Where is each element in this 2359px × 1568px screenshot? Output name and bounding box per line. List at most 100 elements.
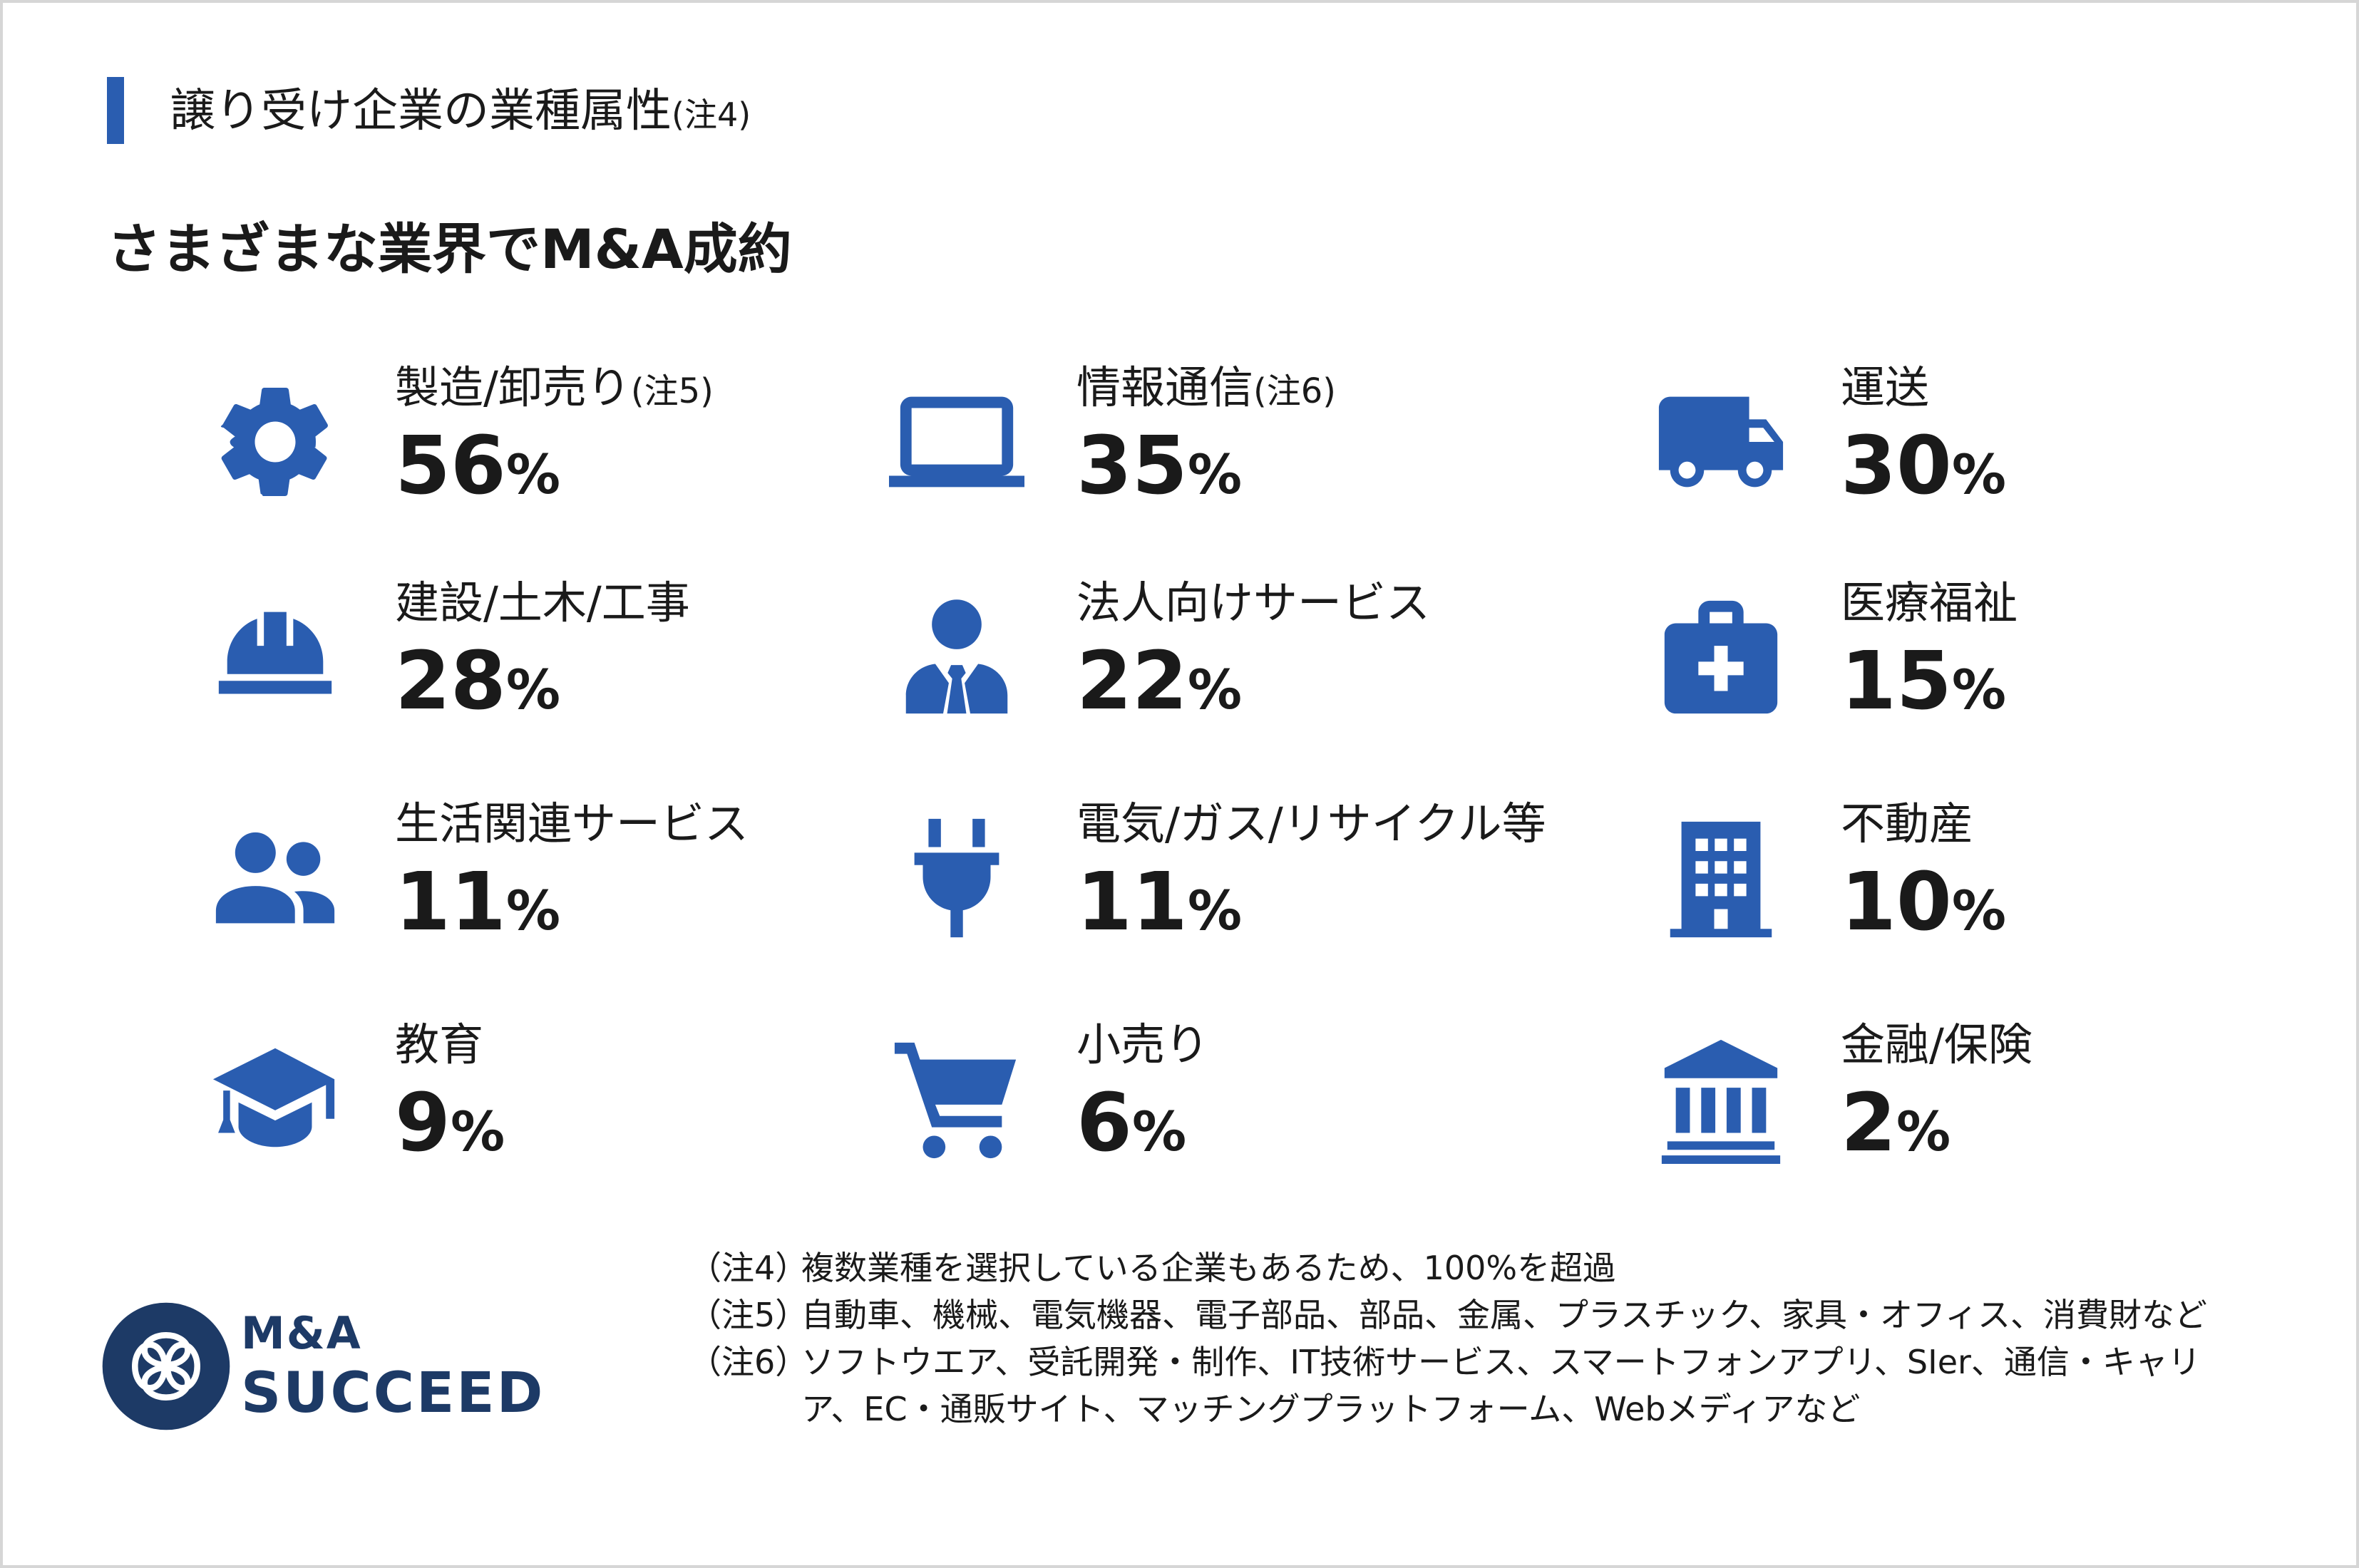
users-icon xyxy=(204,807,346,949)
industry-share: 11% xyxy=(395,855,560,958)
first-aid-kit-icon xyxy=(1650,586,1792,728)
industry-share: 6% xyxy=(1076,1076,1186,1179)
industry-label-text: 法人向けサービス xyxy=(1076,577,1431,629)
headline: さまざまな業界でM&A成約 xyxy=(107,217,792,281)
percent-sign: % xyxy=(505,443,561,506)
industry-share: 28% xyxy=(395,634,560,737)
electric-plug-icon xyxy=(885,807,1028,949)
industry-share-value: 35 xyxy=(1076,420,1188,512)
industry-label: 教育 xyxy=(395,1016,483,1077)
percent-sign: % xyxy=(1187,658,1243,721)
industry-label: 建設/土木/工事 xyxy=(395,574,690,635)
industry-share: 10% xyxy=(1841,855,2006,958)
industry-item-medical-welfare: 医療福祉 15% xyxy=(1650,574,2291,746)
company-logo: M&A SUCCEED xyxy=(98,1299,562,1434)
footnote-6: （注6） ソフトウエア、受託開発・制作、IT技術サービス、スマートフォンアプリ、… xyxy=(689,1339,2257,1433)
logo-text-bottom: SUCCEED xyxy=(241,1361,545,1425)
industry-share-value: 10 xyxy=(1841,856,1952,949)
industry-label-note: (注5) xyxy=(630,371,714,411)
industry-label-text: 電気/ガス/リサイクル等 xyxy=(1076,798,1546,850)
industry-label-text: 製造/卸売り xyxy=(395,361,631,413)
industry-label-text: 教育 xyxy=(395,1018,484,1071)
business-person-icon xyxy=(885,586,1028,728)
industry-item-real-estate: 不動産 10% xyxy=(1650,795,2291,966)
building-icon xyxy=(1650,807,1792,949)
percent-sign: % xyxy=(505,879,561,942)
footnote-text: ソフトウエア、受託開発・制作、IT技術サービス、スマートフォンアプリ、SIer、… xyxy=(801,1343,2201,1428)
industry-label: 不動産 xyxy=(1841,795,1973,856)
percent-sign: % xyxy=(1187,443,1243,506)
percent-sign: % xyxy=(1951,879,2007,942)
industry-share: 9% xyxy=(395,1076,505,1179)
industry-share-value: 22 xyxy=(1076,635,1188,728)
footnote-5: （注5） 自動車、機械、電気機器、電子部品、部品、金属、プラスチック、家具・オフ… xyxy=(689,1291,2257,1339)
footnote-4: （注4） 複数業種を選択している企業もあるため、100%を超過 xyxy=(689,1244,2257,1291)
footnote-text: 複数業種を選択している企業もあるため、100%を超過 xyxy=(801,1249,1616,1287)
industry-share: 11% xyxy=(1076,855,1242,958)
industry-share: 30% xyxy=(1841,419,2006,522)
footnotes: （注4） 複数業種を選択している企業もあるため、100%を超過 （注5） 自動車… xyxy=(689,1244,2257,1433)
industry-label-text: 医療福祉 xyxy=(1841,577,2018,629)
industry-share: 22% xyxy=(1076,634,1242,737)
logo-text-top: M&A xyxy=(241,1307,362,1359)
footnote-mark: （注5） xyxy=(689,1296,808,1334)
industry-share: 15% xyxy=(1841,634,2006,737)
industry-label: 製造/卸売り(注5) xyxy=(395,359,714,420)
industry-label-text: 運送 xyxy=(1841,361,1930,413)
percent-sign: % xyxy=(450,1100,505,1163)
industry-label-text: 生活関連サービス xyxy=(395,798,749,850)
industry-item-business-services: 法人向けサービス 22% xyxy=(885,574,1527,746)
industry-item-utilities-recycling: 電気/ガス/リサイクル等 11% xyxy=(885,795,1546,966)
industry-share-value: 11 xyxy=(395,856,506,949)
gear-icon xyxy=(204,371,346,513)
industry-label: 電気/ガス/リサイクル等 xyxy=(1076,795,1546,856)
industry-label-text: 不動産 xyxy=(1841,798,1974,850)
industry-item-it-communication: 情報通信(注6) 35% xyxy=(885,359,1527,530)
footnote-mark: （注6） xyxy=(689,1343,808,1381)
section-title-note: (注4) xyxy=(672,96,751,134)
industry-label: 医療福祉 xyxy=(1841,574,2018,635)
logo-mark-icon xyxy=(102,1302,230,1430)
industry-share: 35% xyxy=(1076,419,1242,522)
industry-item-finance-insurance: 金融/保険 2% xyxy=(1650,1016,2291,1187)
graduation-cap-icon xyxy=(204,1028,346,1170)
industry-label: 生活関連サービス xyxy=(395,795,749,856)
hard-hat-icon xyxy=(204,586,346,728)
industry-item-education: 教育 9% xyxy=(204,1016,846,1187)
shopping-cart-icon xyxy=(885,1028,1028,1170)
percent-sign: % xyxy=(1896,1100,1951,1163)
percent-sign: % xyxy=(1187,879,1243,942)
industry-label: 情報通信(注6) xyxy=(1076,359,1336,420)
industry-label: 運送 xyxy=(1841,359,1929,420)
industry-share-value: 30 xyxy=(1841,420,1952,512)
footnote-text: 自動車、機械、電気機器、電子部品、部品、金属、プラスチック、家具・オフィス、消費… xyxy=(801,1296,2208,1334)
industry-label: 小売り xyxy=(1076,1016,1209,1077)
industry-label-text: 建設/土木/工事 xyxy=(395,577,690,629)
percent-sign: % xyxy=(505,658,561,721)
percent-sign: % xyxy=(1131,1100,1187,1163)
truck-icon xyxy=(1650,371,1792,513)
industry-label: 金融/保険 xyxy=(1841,1016,2032,1077)
footnote-mark: （注4） xyxy=(689,1249,808,1287)
industry-label-text: 金融/保険 xyxy=(1841,1018,2032,1071)
laptop-icon xyxy=(885,371,1028,513)
industry-label-text: 小売り xyxy=(1076,1018,1210,1071)
industry-label-note: (注6) xyxy=(1253,371,1337,411)
industry-share-value: 56 xyxy=(395,420,506,512)
section-title-text: 譲り受け企業の業種属性 xyxy=(170,85,672,138)
industry-share: 2% xyxy=(1841,1076,1951,1179)
section-title: 譲り受け企業の業種属性(注4) xyxy=(170,83,751,143)
title-accent-bar xyxy=(107,77,124,144)
percent-sign: % xyxy=(1951,443,2007,506)
industry-share-value: 28 xyxy=(395,635,506,728)
industry-share-value: 9 xyxy=(395,1077,451,1170)
percent-sign: % xyxy=(1951,658,2007,721)
industry-share: 56% xyxy=(395,419,560,522)
industry-share-value: 6 xyxy=(1076,1077,1132,1170)
industry-share-value: 11 xyxy=(1076,856,1188,949)
industry-share-value: 15 xyxy=(1841,635,1952,728)
industry-item-manufacturing: 製造/卸売り(注5) 56% xyxy=(204,359,846,530)
industry-item-transport: 運送 30% xyxy=(1650,359,2291,530)
industry-label-text: 情報通信 xyxy=(1076,361,1254,413)
